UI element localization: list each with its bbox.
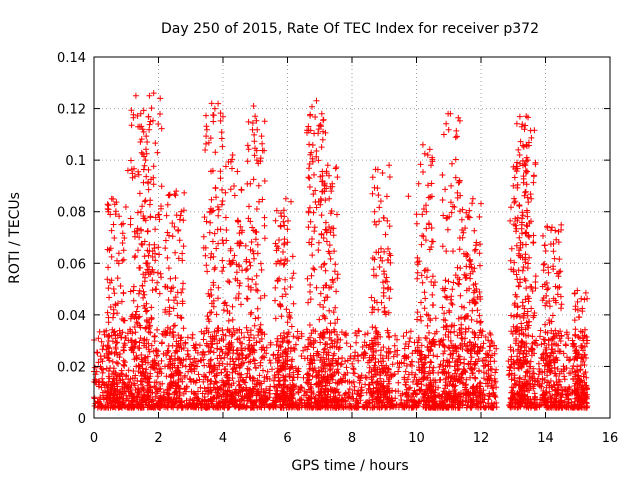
data-point [355,357,362,364]
data-point [343,340,350,347]
data-point [308,330,315,337]
data-point [426,329,432,336]
data-point [395,368,402,375]
data-point [537,327,544,334]
data-point [395,379,402,386]
data-point [184,334,191,341]
data-point [343,364,350,371]
data-point [336,392,343,399]
data-point [391,342,398,349]
data-point [409,350,416,357]
data-point [538,341,545,348]
data-point [409,393,416,400]
data-point [197,384,204,391]
data-point [258,335,265,342]
data-point [290,333,297,340]
data-point [481,375,487,382]
data-point [185,353,192,360]
data-point [401,374,408,381]
data-point [236,335,243,342]
data-point [480,369,487,376]
data-point [186,375,193,382]
data-point [579,358,586,365]
data-point [294,371,301,378]
data-point [345,389,352,396]
data-point [292,341,299,348]
data-point [392,388,399,395]
data-point [199,390,206,397]
data-point [380,344,387,351]
data-point [485,337,492,344]
data-point [95,359,102,366]
data-point [240,377,247,384]
data-point [363,374,370,381]
data-point [537,383,543,390]
data-point [400,333,407,340]
data-points [91,90,591,411]
data-point [358,384,365,391]
data-point [404,376,411,383]
data-point [207,357,214,364]
data-point [349,360,356,367]
data-point [408,369,415,376]
data-point [334,366,341,373]
data-point [298,353,305,359]
data-point [486,392,493,398]
data-point [561,373,568,380]
data-point [468,398,475,405]
data-point [201,362,208,369]
data-point [300,347,307,354]
data-point [566,357,572,364]
data-point [412,371,419,378]
data-point [362,399,369,406]
data-point [564,354,570,361]
data-point [353,339,360,346]
data-point [113,340,120,346]
data-point [91,395,98,402]
data-point [309,373,316,380]
data-point [447,378,454,385]
data-point [362,374,369,381]
data-point [570,363,577,369]
data-point [294,328,301,335]
data-point [95,335,102,342]
data-point [392,332,399,339]
data-point [182,340,189,347]
data-point [487,331,494,338]
data-point [122,359,128,366]
data-point [547,378,554,384]
data-point [173,338,180,345]
data-point [347,343,354,350]
data-point [250,356,257,363]
data-point [364,330,371,337]
data-point [438,395,445,402]
data-point [343,330,349,337]
data-point [326,380,333,387]
data-point [557,338,564,344]
data-point [359,344,366,350]
data-point [241,379,248,385]
data-point [270,352,277,359]
data-point [428,359,435,366]
data-point [436,364,443,370]
data-point [508,376,515,383]
data-point [261,331,268,338]
data-point [471,401,478,408]
